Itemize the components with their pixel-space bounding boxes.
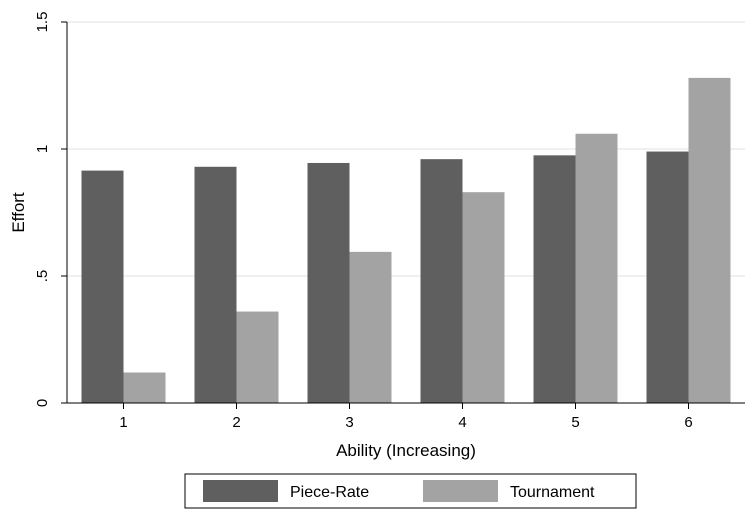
bar-piece-rate-2 [194, 166, 237, 403]
bar-tournament-5 [575, 133, 618, 403]
x-tick-label-4: 4 [458, 414, 466, 431]
y-axis-title: Effort [9, 192, 28, 233]
y-tick-label-3: 1.5 [34, 12, 51, 33]
y-tick-label-2: 1 [34, 145, 51, 153]
bar-tournament-1 [123, 372, 166, 403]
x-tick-label-5: 5 [571, 414, 579, 431]
x-axis-title: Ability (Increasing) [336, 441, 476, 460]
bar-piece-rate-1 [81, 170, 124, 403]
bar-tournament-3 [349, 251, 392, 403]
bar-piece-rate-4 [420, 159, 463, 403]
x-tick-label-2: 2 [232, 414, 240, 431]
legend-label-piece-rate: Piece-Rate [290, 484, 369, 501]
y-tick-label-0: 0 [34, 399, 51, 407]
bar-piece-rate-3 [307, 162, 350, 403]
legend-swatch-tournament [423, 480, 498, 502]
bar-tournament-6 [688, 77, 731, 403]
x-axis-ticks: 1 2 3 4 5 6 [119, 403, 693, 431]
y-axis-ticks: 0 .5 1 1.5 [34, 12, 67, 407]
y-tick-label-1: .5 [34, 270, 51, 283]
x-tick-label-1: 1 [119, 414, 127, 431]
x-tick-label-6: 6 [684, 414, 692, 431]
bar-piece-rate-5 [533, 155, 576, 403]
legend: Piece-Rate Tournament [184, 473, 637, 509]
x-tick-label-3: 3 [345, 414, 353, 431]
legend-swatch-piece-rate [203, 480, 278, 502]
bar-tournament-2 [236, 311, 279, 403]
gridlines [67, 21, 745, 277]
legend-label-tournament: Tournament [510, 484, 595, 501]
bars [81, 77, 731, 403]
bar-piece-rate-6 [646, 151, 689, 403]
bar-tournament-4 [462, 192, 505, 403]
